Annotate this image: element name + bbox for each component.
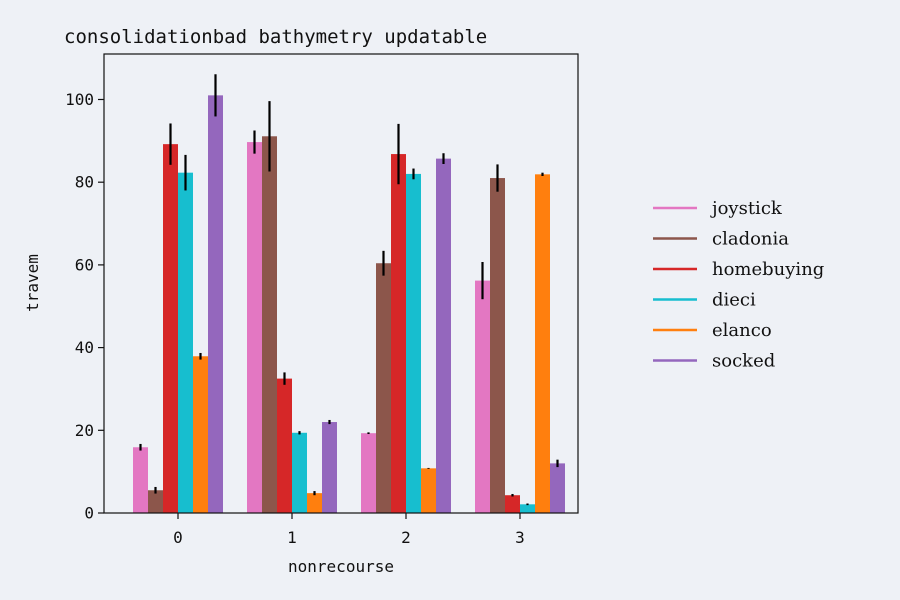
- legend-label-socked: socked: [712, 351, 775, 372]
- chart-title: consolidationbad bathymetry updatable: [64, 26, 487, 48]
- x-tick-label: 2: [401, 528, 411, 547]
- y-tick-label: 20: [75, 421, 94, 440]
- bar-homebuying-0: [163, 144, 178, 514]
- bar-socked-0: [208, 95, 223, 513]
- bar-socked-1: [322, 422, 337, 513]
- bar-elanco-1: [307, 493, 322, 513]
- plot-frame: [103, 53, 579, 514]
- bar-dieci-3: [520, 504, 535, 513]
- bar-joystick-0: [133, 447, 148, 513]
- bar-joystick-2: [361, 433, 376, 513]
- bar-homebuying-1: [277, 378, 292, 513]
- bar-elanco-2: [421, 468, 436, 513]
- legend: joystick cladonia homebuying dieci elanco soc…: [653, 198, 824, 372]
- y-tick-label: 40: [75, 338, 94, 357]
- y-tick-label: 100: [65, 90, 94, 109]
- bar-dieci-1: [292, 432, 307, 513]
- plot-area: 0 20 40 60 80 100 0 1 2 3: [65, 53, 579, 547]
- bar-dieci-0: [178, 172, 193, 513]
- x-tick-label: 0: [173, 528, 183, 547]
- x-tick-label: 1: [287, 528, 297, 547]
- bar-joystick-1: [247, 142, 262, 514]
- bar-dieci-2: [406, 173, 421, 513]
- bar-elanco-3: [535, 174, 550, 513]
- legend-label-dieci: dieci: [712, 290, 756, 311]
- bar-socked-2: [436, 158, 451, 514]
- y-tick-label: 60: [75, 255, 94, 274]
- legend-label-joystick: joystick: [710, 198, 783, 219]
- bar-homebuying-3: [505, 495, 520, 513]
- y-tick-label: 80: [75, 173, 94, 192]
- bar-homebuying-2: [391, 154, 406, 514]
- y-tick-label: 0: [84, 504, 94, 523]
- bar-elanco-0: [193, 356, 208, 513]
- bar-socked-3: [550, 463, 565, 513]
- x-axis-label: nonrecourse: [288, 557, 394, 576]
- bar-cladonia-3: [490, 178, 505, 513]
- bar-cladonia-1: [262, 136, 277, 513]
- x-tick-label: 3: [515, 528, 525, 547]
- legend-label-homebuying: homebuying: [712, 259, 824, 280]
- legend-label-cladonia: cladonia: [712, 229, 789, 250]
- bar-joystick-3: [475, 280, 490, 513]
- legend-label-elanco: elanco: [712, 320, 772, 341]
- bar-cladonia-2: [376, 263, 391, 513]
- y-axis-label: travem: [23, 254, 42, 312]
- bar-cladonia-0: [148, 490, 163, 513]
